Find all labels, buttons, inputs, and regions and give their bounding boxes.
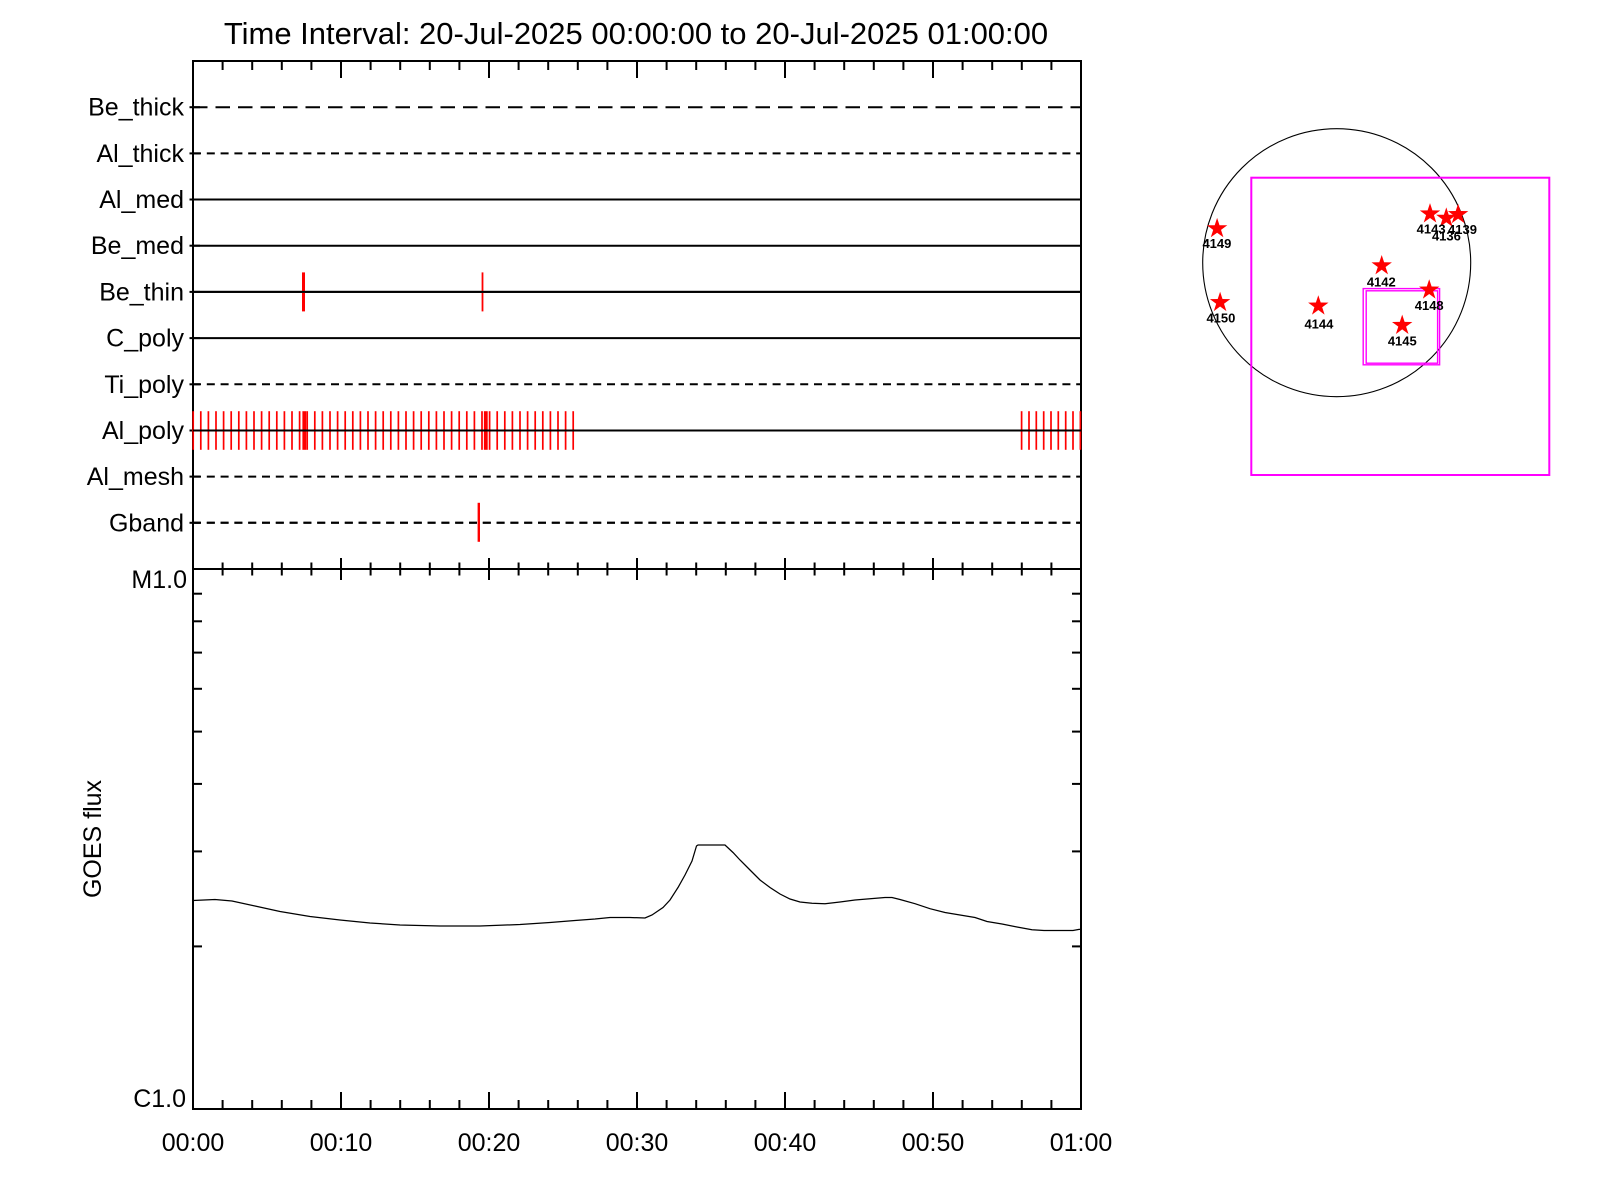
svg-text:C1.0: C1.0 [133,1085,186,1113]
svg-text:4145: 4145 [1388,334,1417,349]
svg-text:00:10: 00:10 [310,1129,373,1157]
svg-text:4149: 4149 [1202,236,1231,251]
svg-text:4142: 4142 [1367,274,1396,289]
svg-text:00:30: 00:30 [606,1129,669,1157]
svg-text:Gband: Gband [109,509,184,537]
svg-text:Be_med: Be_med [91,232,184,260]
svg-text:Al_thick: Al_thick [96,140,184,168]
svg-text:Be_thick: Be_thick [88,94,184,122]
svg-text:00:40: 00:40 [754,1129,817,1157]
svg-text:01:00: 01:00 [1050,1129,1113,1157]
svg-text:4150: 4150 [1206,311,1235,326]
svg-text:C_poly: C_poly [106,325,184,353]
svg-text:Al_poly: Al_poly [102,417,184,445]
svg-text:4144: 4144 [1304,317,1334,332]
svg-text:00:20: 00:20 [458,1129,521,1157]
svg-text:Ti_poly: Ti_poly [104,371,184,399]
svg-text:4143: 4143 [1417,222,1446,237]
svg-text:00:50: 00:50 [902,1129,965,1157]
svg-text:M1.0: M1.0 [131,566,187,594]
svg-text:GOES flux: GOES flux [79,779,107,898]
svg-text:4139: 4139 [1448,222,1477,237]
svg-text:4136: 4136 [1432,228,1461,243]
svg-text:4148: 4148 [1415,298,1444,313]
svg-text:Al_med: Al_med [99,186,184,214]
svg-text:Al_mesh: Al_mesh [87,463,184,491]
svg-text:Be_thin: Be_thin [99,278,184,306]
svg-text:00:00: 00:00 [162,1129,225,1157]
svg-text:Time Interval: 20-Jul-2025 00:: Time Interval: 20-Jul-2025 00:00:00 to 2… [224,16,1048,51]
